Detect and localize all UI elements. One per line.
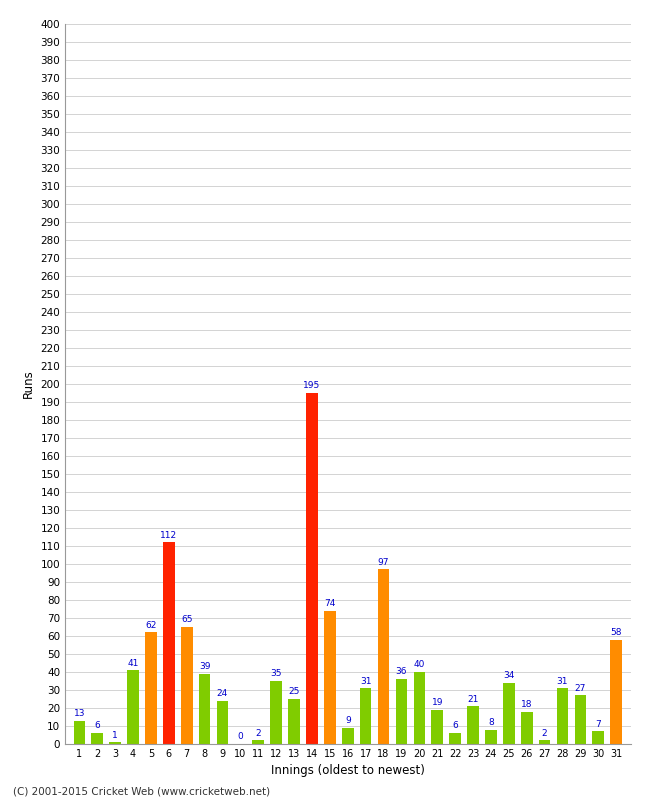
Bar <box>575 695 586 744</box>
Bar <box>485 730 497 744</box>
Bar <box>92 733 103 744</box>
Bar <box>521 712 532 744</box>
Text: 2: 2 <box>542 729 547 738</box>
Text: 27: 27 <box>575 684 586 693</box>
Text: 21: 21 <box>467 694 478 703</box>
Bar <box>109 742 121 744</box>
Text: 13: 13 <box>73 709 85 718</box>
Bar <box>342 728 354 744</box>
Bar <box>413 672 425 744</box>
Text: 112: 112 <box>161 530 177 540</box>
Text: 40: 40 <box>413 660 425 670</box>
Text: 74: 74 <box>324 599 335 608</box>
Bar <box>163 542 175 744</box>
Bar <box>396 679 408 744</box>
Text: 62: 62 <box>145 621 157 630</box>
Text: 7: 7 <box>595 720 601 729</box>
Text: 6: 6 <box>94 722 100 730</box>
Text: 34: 34 <box>503 671 515 680</box>
Text: 31: 31 <box>360 677 371 686</box>
Text: 25: 25 <box>289 687 300 696</box>
Text: 9: 9 <box>345 716 350 725</box>
Text: 97: 97 <box>378 558 389 566</box>
Bar <box>449 733 461 744</box>
Text: 65: 65 <box>181 615 192 624</box>
Bar <box>503 682 515 744</box>
Bar <box>73 721 85 744</box>
Bar <box>145 632 157 744</box>
Bar <box>378 570 389 744</box>
Text: 1: 1 <box>112 730 118 739</box>
Bar <box>324 611 335 744</box>
Bar <box>360 688 371 744</box>
Text: 24: 24 <box>217 689 228 698</box>
Text: 195: 195 <box>304 382 320 390</box>
Text: 36: 36 <box>396 667 407 677</box>
X-axis label: Innings (oldest to newest): Innings (oldest to newest) <box>271 765 424 778</box>
Bar <box>199 674 211 744</box>
Bar <box>306 393 318 744</box>
Bar <box>252 741 264 744</box>
Text: 18: 18 <box>521 700 532 709</box>
Y-axis label: Runs: Runs <box>22 370 35 398</box>
Bar <box>216 701 228 744</box>
Text: 0: 0 <box>237 732 243 742</box>
Bar <box>270 681 282 744</box>
Text: 41: 41 <box>127 658 138 667</box>
Text: 31: 31 <box>557 677 568 686</box>
Bar <box>610 640 622 744</box>
Bar <box>288 699 300 744</box>
Text: 8: 8 <box>488 718 494 727</box>
Text: 58: 58 <box>610 628 622 637</box>
Text: 2: 2 <box>255 729 261 738</box>
Bar <box>432 710 443 744</box>
Bar <box>127 670 139 744</box>
Text: (C) 2001-2015 Cricket Web (www.cricketweb.net): (C) 2001-2015 Cricket Web (www.cricketwe… <box>13 786 270 796</box>
Text: 19: 19 <box>432 698 443 707</box>
Bar <box>181 627 192 744</box>
Text: 35: 35 <box>270 670 282 678</box>
Bar <box>539 741 551 744</box>
Text: 6: 6 <box>452 722 458 730</box>
Bar <box>592 731 604 744</box>
Text: 39: 39 <box>199 662 211 671</box>
Bar <box>556 688 568 744</box>
Bar <box>467 706 479 744</box>
